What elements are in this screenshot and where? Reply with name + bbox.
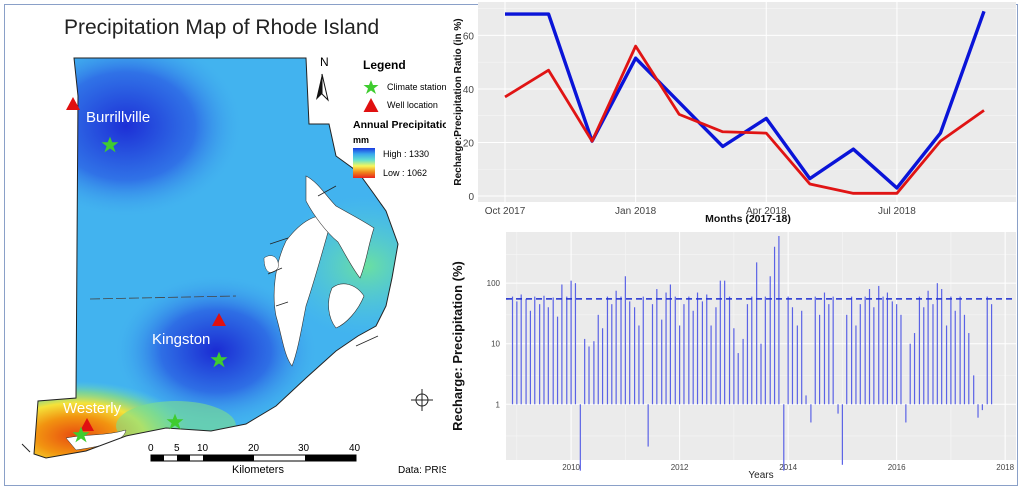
x-tick-label: 2016: [888, 463, 906, 472]
x-tick-label: Jan 2018: [615, 206, 657, 217]
x-tick-label: 2012: [671, 463, 689, 472]
y-tick-label: 20: [463, 138, 475, 149]
map-title: Precipitation Map of Rhode Island: [64, 16, 380, 39]
legend-well-label: Well location: [387, 100, 438, 110]
recharge-log-bar-chart: 1 10 100 2010 2012 2014 2016 2018 Years Recharge:…: [450, 232, 1016, 481]
y-tick-label: 100: [487, 279, 501, 288]
x-tick-label: Apr 2018: [746, 206, 787, 217]
x-tick-label: Oct 2017: [485, 206, 526, 217]
station-marker-burrillville: [101, 136, 119, 153]
y-tick-label: 60: [463, 31, 475, 42]
series-line-2: [504, 44, 985, 195]
precip-high-label: High : 1330: [383, 149, 430, 159]
precip-color-ramp: [353, 148, 375, 178]
monthly-ratio-line-chart: 0 20 40 60 Oct 2017 Jan 2018 Apr 2018 Jul 2018 M…: [453, 2, 1016, 225]
annual-precip-unit: mm: [353, 135, 370, 145]
scale-bar: [150, 454, 357, 462]
scale-tick-5: 5: [174, 443, 180, 454]
y-tick-label: 1: [496, 400, 501, 409]
station-marker-westerly: [72, 426, 90, 443]
plot-background: [478, 2, 1016, 202]
scale-tick-10: 10: [197, 443, 209, 454]
north-label: N: [320, 55, 329, 69]
map-source: Data: PRISM: [398, 465, 446, 476]
x-tick-label: 2014: [779, 463, 797, 472]
x-axis-title: Years: [748, 470, 773, 481]
place-kingston: Kingston: [152, 331, 211, 348]
compass-icon: [411, 389, 433, 411]
legend-title: Legend: [363, 58, 406, 72]
x-tick-label: 2010: [562, 463, 580, 472]
x-tick-label: Jul 2018: [878, 206, 916, 217]
well-marker-kingston: [212, 313, 226, 326]
station-marker-kingston: [210, 351, 228, 368]
y-tick-label: 40: [463, 85, 475, 96]
well-marker-burrillville: [66, 97, 80, 110]
rhode-island-map: [21, 57, 433, 462]
y-axis-title: Recharge:Precipitation Ratio (in %): [453, 18, 464, 185]
precipitation-map-panel: Precipitation Map of Rhode Island N Lege…: [6, 6, 446, 482]
place-burrillville: Burrillville: [86, 109, 151, 126]
place-westerly: Westerly: [63, 400, 122, 417]
x-tick-label: 2018: [996, 463, 1014, 472]
y-axis-title: Recharge: Precipitation (%): [450, 261, 465, 431]
legend-well-location: Well location: [363, 98, 438, 112]
well-marker-westerly: [80, 418, 94, 431]
precip-low-label: Low : 1062: [383, 168, 428, 178]
scale-tick-0: 0: [148, 443, 154, 454]
x-axis-title: Months (2017-18): [705, 213, 791, 225]
y-tick-label: 10: [491, 340, 500, 349]
y-tick-label: 0: [468, 192, 474, 203]
scale-unit-label: Kilometers: [232, 464, 284, 476]
scale-tick-30: 30: [298, 443, 310, 454]
legend-climate-stations: Climate stations: [363, 80, 446, 94]
north-arrow-icon: [316, 73, 329, 102]
annual-precip-title: Annual Precipitation: [353, 119, 446, 131]
station-marker-south: [166, 413, 184, 430]
legend-climate-label: Climate stations: [387, 82, 446, 92]
red-triangle-icon: [363, 98, 379, 112]
green-star-icon: [363, 80, 379, 94]
scale-tick-40: 40: [349, 443, 361, 454]
scale-tick-20: 20: [248, 443, 260, 454]
